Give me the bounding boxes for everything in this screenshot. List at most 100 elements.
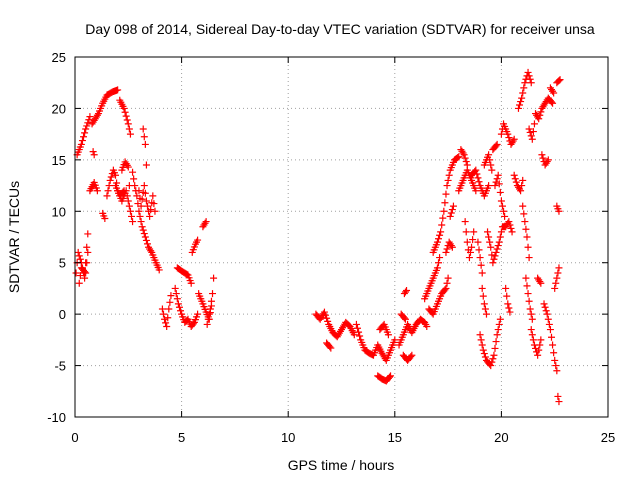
data-point-marker — [194, 310, 202, 318]
data-point-marker — [529, 336, 537, 344]
data-point-marker — [441, 199, 449, 207]
data-point-marker — [454, 154, 462, 162]
data-point-marker — [139, 226, 147, 234]
data-point-marker — [442, 284, 450, 292]
data-point-marker — [526, 128, 534, 136]
data-point-marker — [491, 252, 499, 260]
data-point-marker — [497, 130, 505, 138]
data-point-marker — [503, 292, 511, 300]
data-point-marker — [472, 187, 480, 195]
data-point-marker — [120, 104, 128, 112]
x-tick-label: 15 — [388, 430, 402, 445]
data-point-marker — [324, 317, 332, 325]
x-tick-label: 5 — [178, 430, 185, 445]
data-point-marker — [326, 343, 334, 351]
data-point-marker — [516, 101, 524, 109]
data-point-marker — [501, 212, 509, 220]
data-point-marker — [75, 279, 83, 287]
x-tick-label: 0 — [71, 430, 78, 445]
data-point-marker — [529, 128, 537, 136]
data-point-marker — [477, 336, 485, 344]
data-point-marker — [496, 233, 504, 241]
data-point-marker — [555, 264, 563, 272]
data-point-marker — [509, 137, 517, 145]
data-point-marker — [492, 142, 500, 150]
data-point-marker — [407, 353, 415, 361]
data-point-marker — [520, 84, 528, 92]
data-point-marker — [527, 132, 535, 140]
data-point-marker — [440, 207, 448, 215]
data-point-marker — [89, 148, 97, 156]
data-point-marker — [517, 187, 525, 195]
data-point-marker — [492, 178, 500, 186]
data-point-marker — [522, 225, 530, 233]
data-point-marker — [500, 207, 508, 215]
data-point-marker — [528, 135, 536, 143]
y-tick-label: 0 — [59, 307, 66, 322]
y-tick-label: 20 — [52, 101, 66, 116]
data-point-marker — [166, 298, 174, 306]
data-point-marker — [485, 151, 493, 159]
data-point-marker — [466, 248, 474, 256]
data-point-marker — [484, 228, 492, 236]
data-point-marker — [486, 156, 494, 164]
data-point-marker — [139, 125, 147, 133]
data-point-marker — [496, 188, 504, 196]
data-point-marker — [119, 188, 127, 196]
data-point-marker — [524, 68, 532, 76]
data-point-marker — [525, 254, 533, 262]
data-point-marker — [81, 268, 89, 276]
data-point-marker — [487, 161, 495, 169]
data-point-marker — [492, 338, 500, 346]
data-point-marker — [549, 87, 557, 95]
data-point-marker — [463, 161, 471, 169]
data-point-marker — [76, 272, 84, 280]
data-point-marker — [327, 344, 335, 352]
data-point-marker — [137, 218, 145, 226]
data-point-marker — [323, 314, 331, 322]
data-point-marker — [482, 310, 490, 318]
data-point-marker — [189, 320, 197, 328]
data-point-marker — [121, 108, 129, 116]
data-point-marker — [82, 125, 90, 133]
data-point-marker — [127, 212, 135, 220]
y-tick-label: 10 — [52, 204, 66, 219]
data-point-marker — [93, 187, 101, 195]
data-point-marker — [80, 133, 88, 141]
data-point-marker — [449, 202, 457, 210]
data-point-marker — [527, 310, 535, 318]
data-point-marker — [137, 202, 145, 210]
data-point-marker — [78, 137, 86, 145]
data-point-marker — [522, 274, 530, 282]
data-point-marker — [505, 304, 513, 312]
data-point-marker — [506, 308, 514, 316]
data-point-marker — [550, 349, 558, 357]
chart-title: Day 098 of 2014, Sidereal Day-to-day VTE… — [85, 21, 595, 37]
data-point-marker — [477, 261, 485, 269]
data-point-marker — [142, 236, 150, 244]
data-point-marker — [441, 286, 449, 294]
data-point-marker — [74, 248, 82, 256]
data-point-marker — [490, 351, 498, 359]
data-point-marker — [355, 328, 363, 336]
data-point-marker — [130, 175, 138, 183]
data-point-marker — [81, 274, 89, 282]
x-tick-label: 10 — [281, 430, 295, 445]
data-point-marker — [468, 243, 476, 251]
x-tick-labels: 0 5 10 15 20 25 — [71, 430, 615, 445]
data-point-marker — [114, 86, 122, 94]
data-point-marker — [445, 171, 453, 179]
data-point-marker — [496, 315, 504, 323]
data-point-marker — [537, 279, 545, 287]
data-point-marker — [536, 111, 544, 119]
data-point-marker — [485, 233, 493, 241]
data-point-marker — [524, 290, 532, 298]
data-point-marker — [76, 255, 84, 263]
data-point-marker — [512, 178, 520, 186]
data-point-marker — [517, 98, 525, 106]
data-point-marker — [497, 228, 505, 236]
data-point-marker — [495, 320, 503, 328]
data-point-marker — [204, 315, 212, 323]
data-point-marker — [521, 218, 529, 226]
